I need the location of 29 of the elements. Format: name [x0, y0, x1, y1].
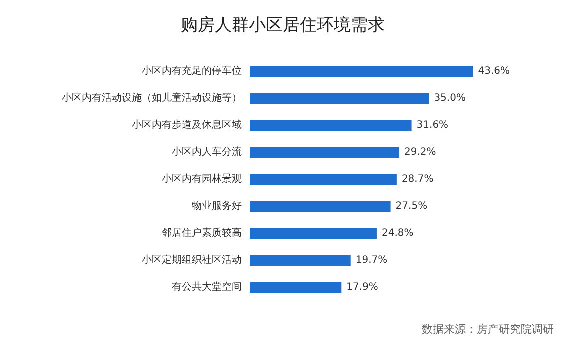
bar: [250, 282, 342, 293]
data-label: 31.6%: [416, 120, 449, 131]
data-label: 28.7%: [402, 174, 434, 185]
data-label: 43.6%: [478, 66, 510, 77]
chart-title: 购房人群小区居住环境需求: [181, 16, 385, 36]
bar: [250, 147, 400, 158]
data-label: 27.5%: [396, 201, 428, 212]
bar: [250, 228, 377, 239]
data-label: 35.0%: [434, 93, 466, 104]
y-tick-label: 物业服务好: [192, 200, 242, 212]
bar: [250, 66, 474, 77]
y-tick-label: 小区内有步道及休息区域: [132, 119, 242, 131]
y-tick-label: 小区内人车分流: [172, 146, 242, 158]
data-label: 24.8%: [382, 228, 414, 239]
y-tick-label: 小区内有园林景观: [162, 173, 242, 185]
bar: [250, 120, 412, 131]
y-tick-label: 小区定期组织社区活动: [142, 254, 242, 266]
bar: [250, 201, 391, 212]
data-label: 17.9%: [346, 282, 378, 293]
source-note: 数据来源：房产研究院调研: [422, 323, 554, 336]
y-tick-label: 小区内有活动设施（如儿童活动设施等）: [62, 92, 242, 104]
data-label: 29.2%: [404, 147, 436, 158]
y-tick-label: 有公共大堂空间: [172, 281, 242, 293]
bar: [250, 255, 351, 266]
bar: [250, 174, 397, 185]
bar: [250, 93, 430, 104]
data-label: 19.7%: [356, 255, 388, 266]
y-tick-label: 小区内有充足的停车位: [142, 65, 242, 77]
y-tick-label: 邻居住户素质较高: [162, 227, 242, 239]
